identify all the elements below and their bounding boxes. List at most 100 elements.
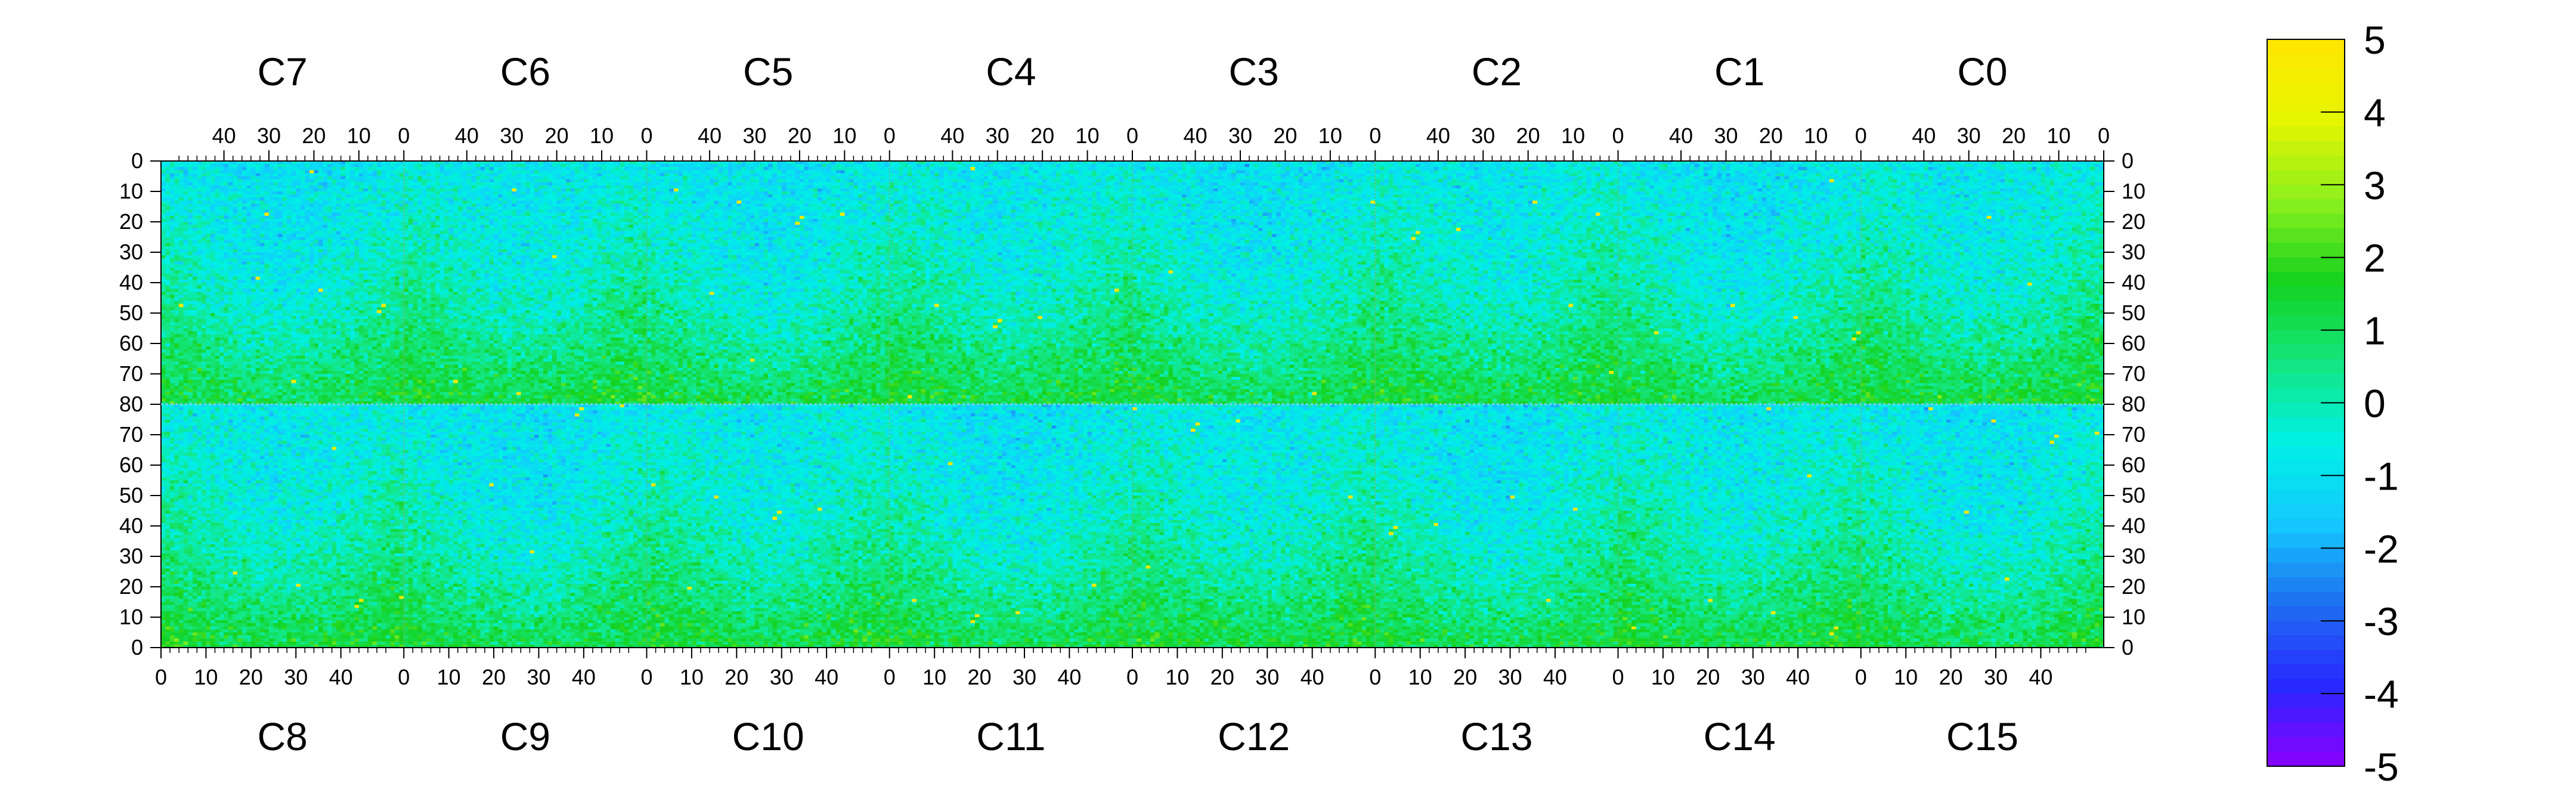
x-tick-label-bottom: 40 [1543, 665, 1567, 689]
x-tick-label-top: 10 [1561, 123, 1585, 148]
colorbar-tick-label: -1 [2364, 454, 2399, 498]
x-tick-label-top: 20 [1030, 123, 1054, 148]
heatmap-cells [161, 161, 2104, 648]
chip-label-top: C3 [1228, 49, 1278, 94]
x-tick-label-bottom: 40 [1786, 665, 1810, 689]
x-tick-label-top: 30 [1957, 123, 1981, 148]
y-tick-label-left: 30 [119, 544, 143, 568]
chip-label-bottom: C9 [500, 714, 550, 758]
x-tick-label-bottom: 30 [1741, 665, 1765, 689]
x-tick-label-bottom: 40 [572, 665, 596, 689]
y-tick-label-right: 80 [2122, 392, 2145, 416]
colorbar-band [2267, 344, 2345, 360]
colorbar-band [2267, 533, 2345, 549]
chip-label-bottom: C14 [1704, 714, 1776, 758]
y-tick-label-left: 10 [119, 179, 143, 203]
colorbar-tick-label: -5 [2364, 745, 2399, 789]
colorbar-band [2267, 592, 2345, 607]
colorbar-band [2267, 693, 2345, 709]
heatmap-panel [1618, 161, 1861, 404]
x-tick-label-top: 20 [1516, 123, 1540, 148]
colorbar-band [2267, 432, 2345, 447]
chip-label-bottom: C12 [1218, 714, 1290, 758]
chip-label-top: C0 [1957, 49, 2007, 94]
colorbar-band [2267, 519, 2345, 534]
x-tick-label-top: 0 [398, 123, 410, 148]
colorbar-band [2267, 83, 2345, 98]
colorbar-band [2267, 664, 2345, 680]
x-tick-label-top: 10 [347, 123, 371, 148]
colorbar-band [2267, 68, 2345, 83]
x-tick-label-top: 20 [2002, 123, 2026, 148]
x-tick-label-bottom: 10 [1408, 665, 1432, 689]
colorbar-band [2267, 402, 2345, 418]
colorbar-tick-label: 5 [2364, 18, 2386, 62]
colorbar-band [2267, 126, 2345, 142]
x-tick-label-bottom: 40 [1301, 665, 1324, 689]
x-tick-label-bottom: 20 [724, 665, 748, 689]
colorbar-band [2267, 606, 2345, 621]
colorbar-band [2267, 199, 2345, 215]
colorbar-band [2267, 359, 2345, 374]
colorbar-band [2267, 461, 2345, 476]
colorbar-band [2267, 243, 2345, 258]
colorbar-band [2267, 228, 2345, 243]
colorbar-tick-label: -3 [2364, 599, 2399, 643]
colorbar-band [2267, 373, 2345, 389]
y-tick-label-right: 60 [2122, 453, 2145, 477]
colorbar-tick-label: 3 [2364, 163, 2386, 208]
colorbar-band [2267, 141, 2345, 156]
colorbar-band [2267, 170, 2345, 185]
x-tick-label-top: 0 [2098, 123, 2110, 148]
heatmap-panel [889, 404, 1132, 648]
x-tick-label-bottom: 0 [640, 665, 652, 689]
x-tick-label-top: 20 [788, 123, 812, 148]
y-tick-label-right: 50 [2122, 301, 2145, 325]
x-tick-label-top: 0 [1612, 123, 1624, 148]
chip-label-top: C7 [257, 49, 307, 94]
x-tick-label-top: 30 [500, 123, 524, 148]
x-tick-label-top: 40 [1184, 123, 1208, 148]
heatmap-panel [1860, 161, 2104, 404]
colorbar-band [2267, 286, 2345, 302]
x-tick-label-top: 30 [257, 123, 281, 148]
x-tick-label-bottom: 0 [398, 665, 410, 689]
y-tick-label-left: 40 [119, 270, 143, 295]
colorbar-band [2267, 39, 2345, 54]
x-tick-label-top: 0 [1126, 123, 1138, 148]
y-tick-label-left: 80 [119, 392, 143, 416]
y-tick-label-right: 40 [2122, 513, 2145, 538]
colorbar-band [2267, 649, 2345, 665]
x-tick-label-bottom: 10 [194, 665, 218, 689]
x-tick-label-bottom: 20 [968, 665, 992, 689]
x-tick-label-top: 30 [1714, 123, 1738, 148]
colorbar-band [2267, 213, 2345, 229]
colorbar-tick-label: 4 [2364, 91, 2386, 135]
colorbar-band [2267, 621, 2345, 636]
y-tick-label-right: 20 [2122, 574, 2145, 599]
colorbar-tick-label: 1 [2364, 309, 2386, 353]
colorbar-band [2267, 272, 2345, 287]
y-tick-label-right: 70 [2122, 422, 2145, 447]
colorbar: 5 4 3 2 1 0 -1 -2 -3 -4 -5 [2267, 18, 2399, 789]
y-tick-label-right: 10 [2122, 179, 2145, 203]
y-tick-label-right: 70 [2122, 361, 2145, 386]
colorbar-band [2267, 54, 2345, 69]
y-tick-label-right: 50 [2122, 483, 2145, 507]
x-tick-label-bottom: 30 [1984, 665, 2008, 689]
y-tick-label-left: 20 [119, 574, 143, 599]
x-tick-label-top: 10 [590, 123, 614, 148]
x-tick-label-bottom: 30 [770, 665, 794, 689]
heatmap-panel [1132, 404, 1376, 648]
chip-label-bottom: C13 [1460, 714, 1532, 758]
x-tick-label-top: 0 [1855, 123, 1867, 148]
heatmap-panel [1375, 161, 1618, 404]
heatmap-panel [1618, 404, 1861, 648]
x-tick-label-bottom: 30 [1013, 665, 1036, 689]
colorbar-band [2267, 722, 2345, 738]
heatmap-panel [646, 404, 890, 648]
heatmap-panel [1132, 161, 1376, 404]
x-tick-label-top: 10 [1804, 123, 1828, 148]
y-tick-label-left: 10 [119, 605, 143, 629]
